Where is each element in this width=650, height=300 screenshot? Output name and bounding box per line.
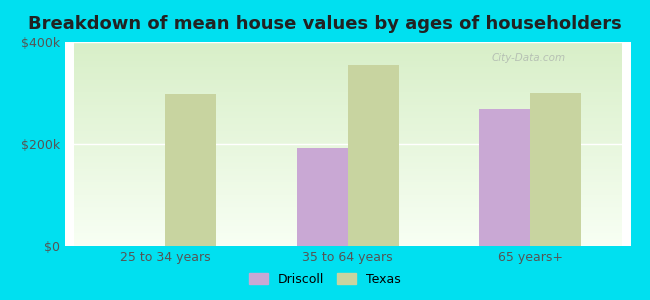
- Bar: [530, 93, 581, 246]
- Legend: Driscoll, Texas: Driscoll, Texas: [244, 268, 406, 291]
- Text: City-Data.com: City-Data.com: [491, 53, 566, 63]
- Bar: [165, 94, 216, 246]
- Bar: [348, 65, 399, 246]
- Text: Breakdown of mean house values by ages of householders: Breakdown of mean house values by ages o…: [28, 15, 622, 33]
- Bar: [296, 148, 348, 246]
- Bar: [479, 109, 530, 246]
